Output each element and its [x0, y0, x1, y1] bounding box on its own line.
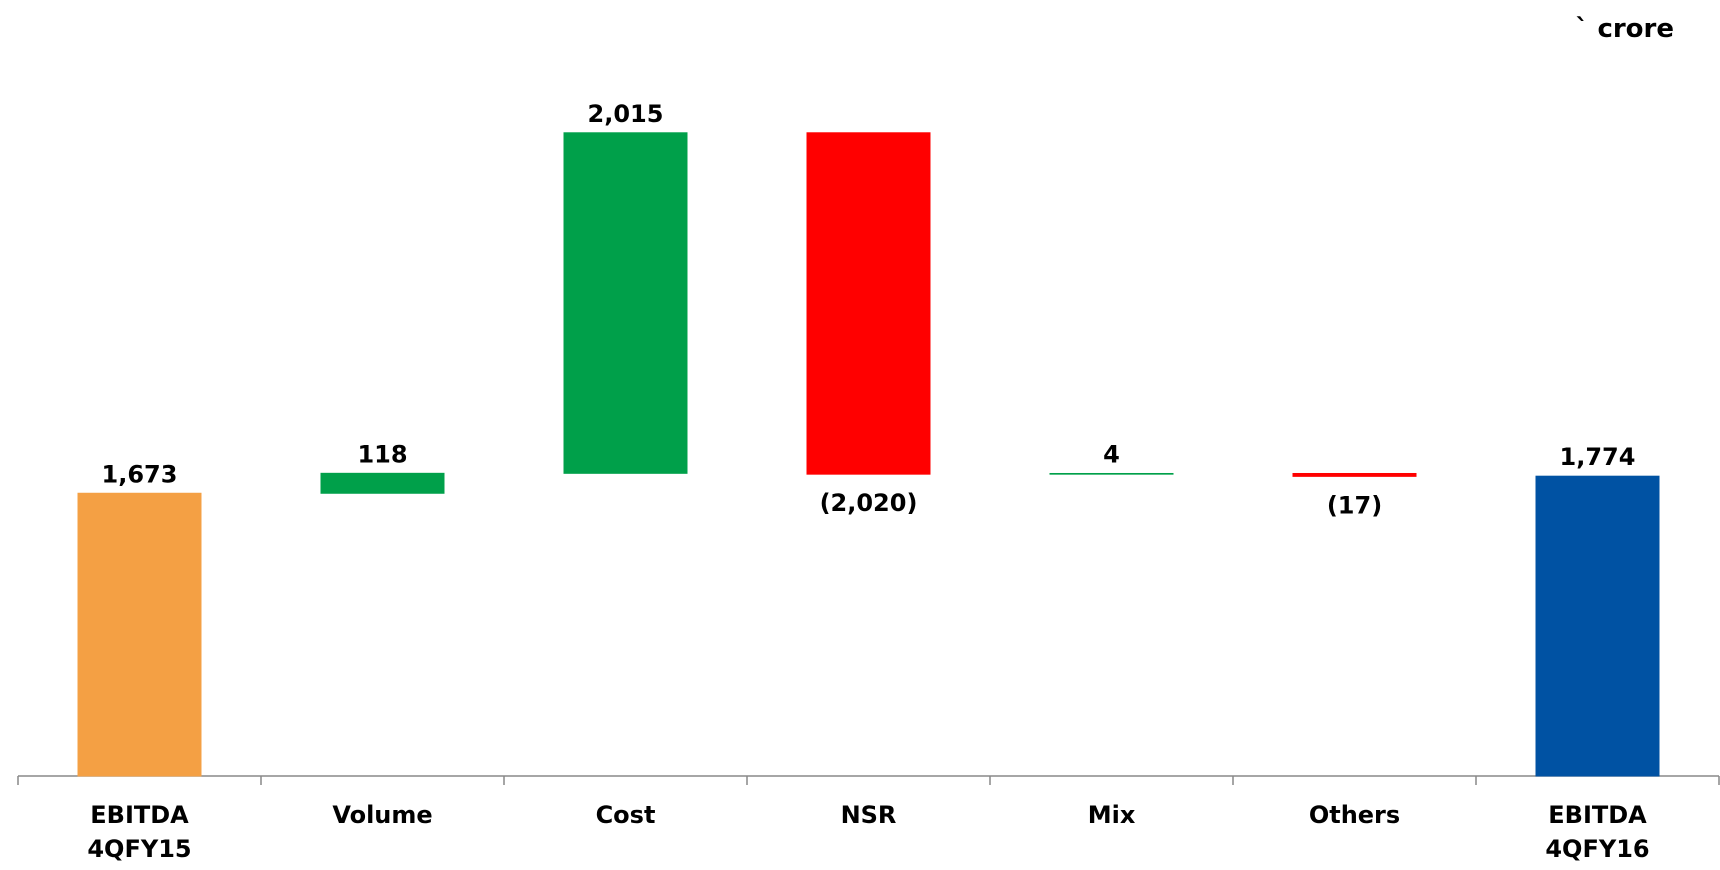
x-tick-label: EBITDA 4QFY16 — [1545, 801, 1650, 863]
bar — [1292, 472, 1417, 477]
value-label: (2,020) — [820, 489, 918, 517]
x-tick-label: EBITDA 4QFY15 — [87, 801, 192, 863]
unit-label: ` crore — [1575, 14, 1674, 44]
bar — [1049, 472, 1174, 475]
x-tick-label: Mix — [1087, 801, 1136, 829]
x-tick-label: Others — [1308, 801, 1401, 829]
bar — [77, 492, 202, 777]
x-tick-label: Cost — [595, 801, 656, 829]
value-label: 1,774 — [1560, 443, 1636, 471]
bar — [563, 132, 688, 474]
value-label: 1,673 — [102, 460, 178, 488]
value-label: 4 — [1103, 440, 1120, 468]
x-tick-label: Volume — [332, 801, 433, 829]
bar — [806, 132, 931, 475]
bar — [1535, 475, 1660, 777]
bar — [320, 472, 445, 494]
value-label: (17) — [1327, 491, 1382, 519]
x-tick-label: NSR — [840, 801, 897, 829]
value-label: 2,015 — [588, 100, 664, 128]
value-label: 118 — [357, 440, 407, 468]
